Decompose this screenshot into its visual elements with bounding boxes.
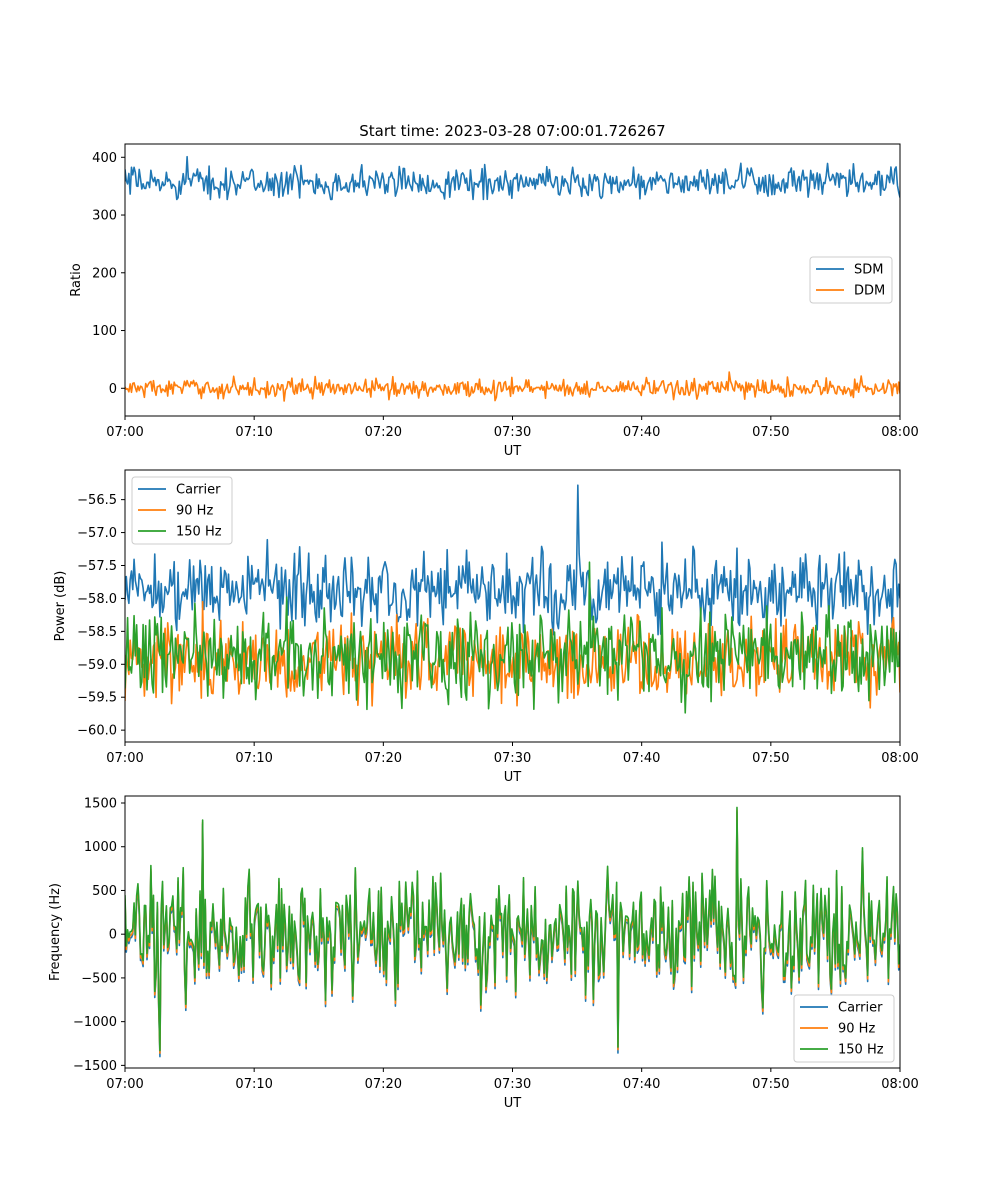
x-tick-label: 07:20	[365, 1077, 402, 1092]
legend-label: Carrier	[176, 483, 221, 498]
y-tick-label: −58.0	[77, 592, 117, 607]
series-group	[125, 806, 900, 1058]
series-line-150-hz	[125, 806, 900, 1052]
x-tick-label: 07:30	[494, 425, 531, 440]
series-line-150-hz	[125, 561, 900, 714]
y-tick-label: −500	[81, 971, 117, 986]
legend: Carrier 90 Hz 150 Hz	[793, 994, 895, 1063]
x-tick-label: 07:00	[106, 751, 143, 766]
x-tick-label: 07:10	[235, 425, 272, 440]
series-line-ddm	[125, 371, 900, 402]
y-tick-label: −1000	[73, 1015, 117, 1030]
legend-label: Carrier	[838, 1001, 883, 1016]
y-tick-label: 200	[92, 266, 117, 281]
series-group	[125, 155, 900, 402]
legend-label: 90 Hz	[838, 1022, 875, 1037]
legend-label: SDM	[854, 263, 883, 278]
x-tick-label: 08:00	[881, 425, 918, 440]
legend-box	[131, 476, 233, 545]
y-tick-label: 0	[109, 928, 117, 943]
legend-label: 150 Hz	[176, 525, 222, 540]
y-tick-label: −57.0	[77, 526, 117, 541]
legend-box	[793, 994, 895, 1063]
x-tick-label: 07:50	[752, 751, 789, 766]
x-axis-label: UT	[504, 1096, 522, 1111]
x-tick-label: 08:00	[881, 1077, 918, 1092]
chart-panel-3: 07:00 07:10 07:20 07:30 07:40 07:50 08:00 1500 1…	[48, 795, 919, 1111]
y-tick-label: −60.0	[77, 724, 117, 739]
x-tick-label: 07:20	[365, 425, 402, 440]
y-tick-label: −56.5	[77, 493, 117, 508]
x-axis-label: UT	[504, 444, 522, 459]
y-tick-label: 400	[92, 151, 117, 166]
x-tick-label: 07:50	[752, 1077, 789, 1092]
x-tick-label: 08:00	[881, 751, 918, 766]
y-axis-label: Power (dB)	[53, 571, 68, 642]
legend-label: 150 Hz	[838, 1043, 884, 1058]
y-tick-label: −59.0	[77, 658, 117, 673]
x-axis-label: UT	[504, 770, 522, 785]
legend-label: DDM	[854, 284, 885, 299]
y-tick-label: 500	[92, 884, 117, 899]
y-axis-label: Ratio	[69, 263, 84, 296]
x-tick-label: 07:00	[106, 425, 143, 440]
y-tick-label: −58.5	[77, 625, 117, 640]
y-tick-label: 300	[92, 209, 117, 224]
x-tick-label: 07:40	[623, 425, 660, 440]
x-tick-label: 07:00	[106, 1077, 143, 1092]
x-tick-label: 07:30	[494, 751, 531, 766]
x-tick-label: 07:50	[752, 425, 789, 440]
legend: Carrier 90 Hz 150 Hz	[131, 476, 233, 545]
series-line-carrier	[125, 484, 900, 636]
y-tick-label: −1500	[73, 1059, 117, 1074]
y-tick-label: 1500	[84, 796, 117, 811]
series-group	[125, 484, 900, 714]
x-tick-label: 07:20	[365, 751, 402, 766]
y-axis-label: Frequency (Hz)	[48, 883, 63, 981]
chart-panel-2: 07:00 07:10 07:20 07:30 07:40 07:50 08:00 −56.5…	[53, 469, 919, 785]
y-tick-label: −57.5	[77, 559, 117, 574]
y-tick-label: −59.5	[77, 691, 117, 706]
series-line-sdm	[125, 155, 900, 201]
x-tick-label: 07:10	[235, 751, 272, 766]
figure-title: Start time: 2023-03-28 07:00:01.726267	[359, 122, 665, 140]
chart-panel-1: 07:00 07:10 07:20 07:30 07:40 07:50 08:00 400 30…	[69, 143, 919, 459]
x-tick-label: 07:40	[623, 751, 660, 766]
x-tick-label: 07:40	[623, 1077, 660, 1092]
x-tick-label: 07:30	[494, 1077, 531, 1092]
y-tick-label: 1000	[84, 840, 117, 855]
x-tick-label: 07:10	[235, 1077, 272, 1092]
legend: SDM DDM	[809, 256, 893, 304]
y-tick-label: 100	[92, 324, 117, 339]
y-tick-label: 0	[109, 382, 117, 397]
legend-label: 90 Hz	[176, 504, 213, 519]
